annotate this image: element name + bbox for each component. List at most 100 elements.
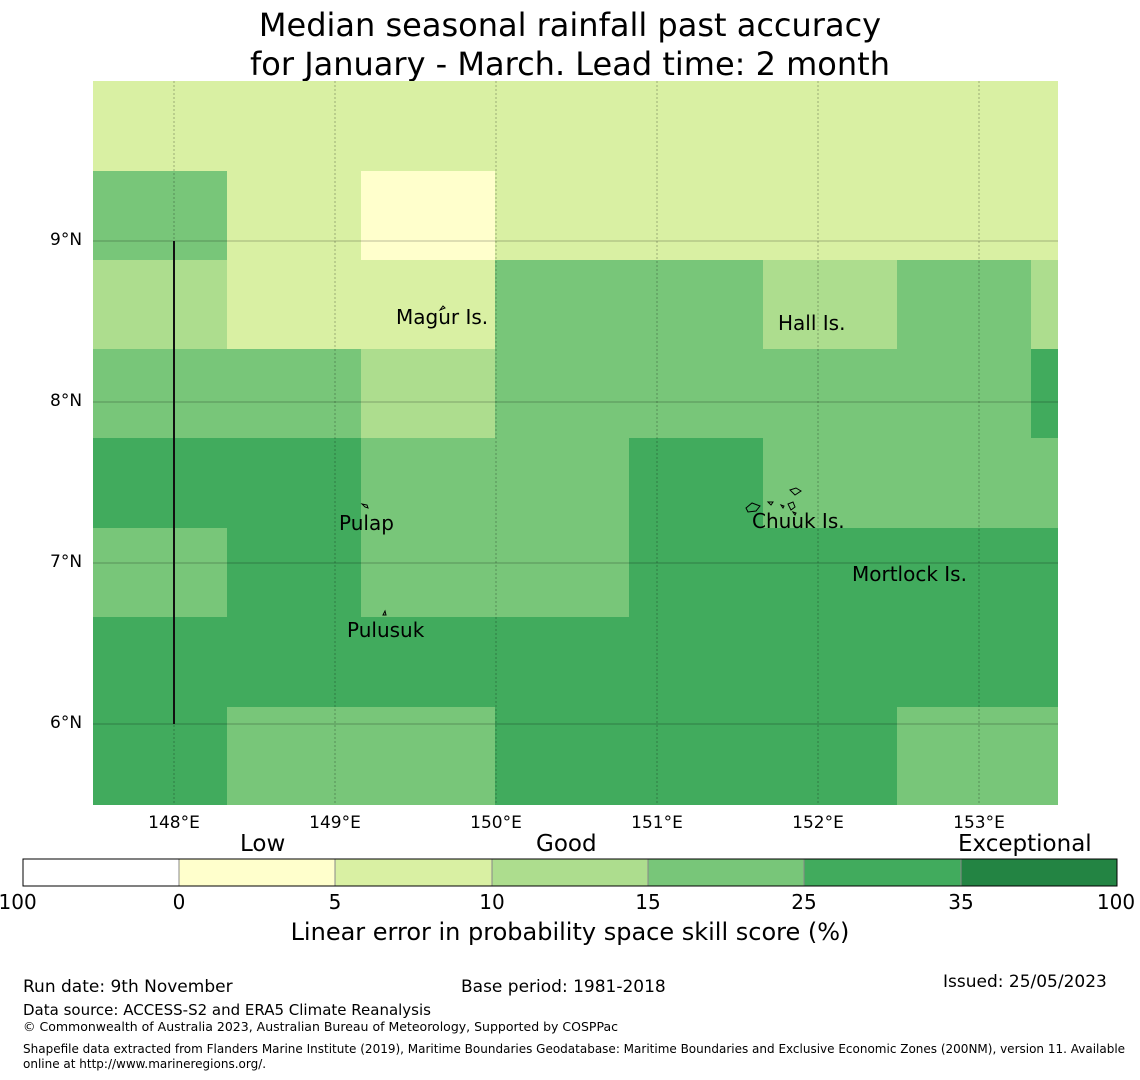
skill-cell	[629, 81, 763, 171]
colorbar-segment	[334, 858, 493, 887]
skill-cell	[227, 260, 361, 349]
lon-label-153e: 153°E	[953, 813, 1005, 833]
skill-cell	[495, 260, 629, 349]
skill-cell	[629, 171, 763, 260]
lon-label-152e: 152°E	[792, 813, 844, 833]
colorbar-tick: 0	[172, 890, 186, 914]
skill-cell	[763, 349, 897, 438]
skill-cell	[227, 617, 361, 707]
skill-cell	[93, 707, 227, 797]
skill-cell	[93, 797, 227, 805]
run-date: Run date: 9th November	[23, 977, 233, 997]
colorbar-tick: 25	[791, 890, 817, 914]
skill-cell	[361, 617, 495, 707]
skill-cell	[763, 797, 897, 805]
lat-label-7n: 7°N	[50, 552, 83, 572]
skill-cell	[897, 528, 1031, 617]
shapefile-credit: Shapefile data extracted from Flanders M…	[23, 1042, 1126, 1071]
island-outline	[438, 305, 446, 312]
lat-label-9n: 9°N	[50, 230, 83, 250]
skill-cell	[93, 617, 227, 707]
skill-cell	[227, 438, 361, 528]
skill-cell	[763, 260, 897, 349]
place-label: Pulap	[339, 511, 394, 535]
skill-cell	[227, 171, 361, 260]
skill-cell	[897, 81, 1031, 171]
colorbar-border	[22, 858, 1118, 887]
colorbar-segment	[647, 858, 805, 887]
skill-cell	[495, 797, 629, 805]
skill-cell	[1031, 707, 1058, 797]
skill-cell	[1031, 260, 1058, 349]
skill-cell	[629, 617, 763, 707]
colorbar-tick: -100	[0, 890, 37, 914]
skill-cell	[361, 171, 495, 260]
skill-cell	[93, 528, 227, 617]
category-low: Low	[240, 831, 286, 857]
skill-cell	[897, 171, 1031, 260]
lon-label-148e: 148°E	[148, 813, 200, 833]
place-label: Magur Is.	[396, 305, 489, 329]
skill-cell	[361, 707, 495, 797]
skill-cell	[93, 260, 227, 349]
colorbar-tick: 35	[948, 890, 974, 914]
skill-cell	[361, 797, 495, 805]
issued-date: Issued: 25/05/2023	[943, 972, 1107, 992]
skill-cell	[1031, 81, 1058, 171]
skill-cell	[629, 260, 763, 349]
skill-cell	[1031, 528, 1058, 617]
skill-cell	[897, 349, 1031, 438]
skill-cell	[1031, 617, 1058, 707]
skill-cell	[227, 797, 361, 805]
skill-cell	[763, 528, 897, 617]
skill-cell	[629, 528, 763, 617]
skill-cell	[1031, 438, 1058, 528]
skill-cell	[495, 171, 629, 260]
place-label: Hall Is.	[778, 311, 846, 335]
skill-cell	[495, 438, 629, 528]
island-outline	[779, 504, 785, 509]
colorbar-segment	[178, 858, 336, 887]
graticule	[93, 81, 1058, 805]
skill-cell	[897, 797, 1031, 805]
skill-cell	[1031, 349, 1058, 438]
skill-cell	[227, 349, 361, 438]
skill-cell	[1031, 797, 1058, 805]
colorbar-segment	[22, 858, 180, 887]
skill-cell	[93, 81, 227, 171]
map-title-line-1: Median seasonal rainfall past accuracy	[258, 6, 882, 44]
skill-cell	[495, 617, 629, 707]
place-label: Pulusuk	[347, 618, 425, 642]
island-outline	[360, 503, 369, 509]
colorbar-segment	[803, 858, 962, 887]
skill-cell	[897, 438, 1031, 528]
lat-label-8n: 8°N	[50, 391, 83, 411]
skill-cell	[93, 349, 227, 438]
skill-cell	[763, 617, 897, 707]
skill-cell	[763, 171, 897, 260]
colorbar-segment	[960, 858, 1118, 887]
skill-cell	[495, 707, 629, 797]
island-outline	[787, 501, 796, 511]
place-label: Chuuk Is.	[752, 509, 845, 533]
skill-cell	[361, 349, 495, 438]
island-outline	[382, 609, 387, 616]
colorbar-segment	[491, 858, 649, 887]
skill-cell	[361, 81, 495, 171]
skill-cell	[93, 171, 227, 260]
lat-label-6n: 6°N	[50, 713, 83, 733]
colorbar-tick: 15	[635, 890, 661, 914]
skill-cell	[897, 260, 1031, 349]
island-outline	[791, 511, 797, 516]
colorbar-tick: 10	[479, 890, 505, 914]
skill-cell	[629, 707, 763, 797]
data-source: Data source: ACCESS-S2 and ERA5 Climate …	[23, 1001, 431, 1019]
skill-cell	[763, 707, 897, 797]
skill-cell	[1031, 171, 1058, 260]
skill-cell	[361, 528, 495, 617]
skill-cell	[763, 81, 897, 171]
island-outlines	[360, 305, 802, 616]
skill-cell	[629, 797, 763, 805]
colorbar-label: Linear error in probability space skill …	[290, 918, 850, 946]
